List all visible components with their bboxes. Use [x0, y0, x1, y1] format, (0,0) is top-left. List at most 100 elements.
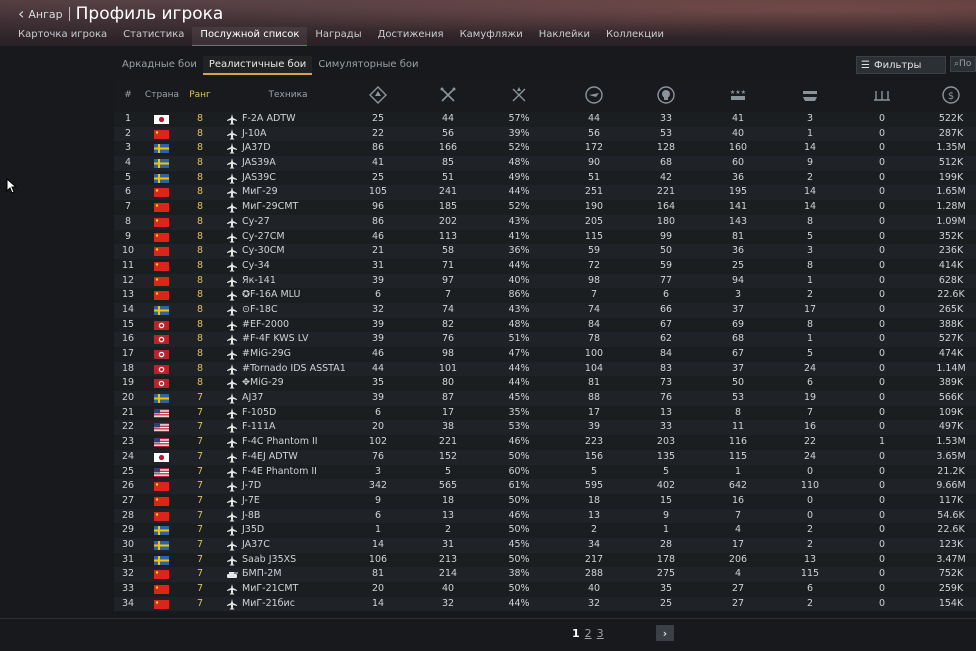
table-row[interactable]: 2 8 J-10A 22 56 39% 56 53 40 1 0 287K [114, 126, 976, 142]
table-row[interactable]: 14 8 ⊙F-18C 32 74 43% 74 66 37 17 0 265K [114, 302, 976, 318]
table-row[interactable]: 10 8 Су-30СМ 21 58 36% 59 50 36 3 0 236K [114, 244, 976, 259]
stat-k: 21.2K [937, 465, 965, 477]
table-row[interactable]: 4 8 JAS39A 41 85 48% 90 68 60 9 0 512K [114, 156, 976, 171]
naval-targets-icon[interactable] [778, 80, 842, 110]
table-row[interactable]: 26 7 J-7D 342 565 61% 595 402 642 110 0 9.66M [114, 479, 976, 494]
stat-p: 46% [508, 509, 530, 521]
table-row[interactable]: 8 8 Су-27 86 202 43% 205 180 143 8 0 1.09M [114, 214, 976, 230]
table-row[interactable]: 27 7 J-7E 9 18 50% 18 15 16 0 0 117K [114, 493, 976, 509]
table-row[interactable]: 3 8 JA37D 86 166 52% 172 128 160 14 0 1.35M [114, 141, 976, 157]
stat-a: 39 [371, 318, 385, 330]
deaths-icon[interactable] [634, 80, 698, 110]
air-targets-icon[interactable] [560, 80, 628, 110]
table-row[interactable]: 6 8 МиГ-29 105 241 44% 251 221 195 14 0 1.65M [114, 185, 976, 201]
tab-7[interactable]: Коллекции [606, 29, 664, 40]
tab-3[interactable]: Награды [315, 29, 362, 40]
stat-k: 1.14M [936, 362, 966, 374]
table-row[interactable]: 32 7 БМП-2М 81 214 38% 288 275 4 115 0 752K [114, 567, 976, 582]
table-row[interactable]: 34 7 МиГ-21бис 14 32 44% 32 25 27 2 0 154K [114, 596, 976, 612]
stat-e: 203 [656, 436, 676, 448]
tab-2[interactable]: Послужной список [192, 27, 308, 46]
stat-a: 76 [371, 450, 385, 462]
table-row[interactable]: 19 8 ✥MiG-29 35 80 44% 81 73 50 6 0 389K [114, 376, 976, 392]
table-row[interactable]: 31 7 Saab J35XS 106 213 50% 217 178 206 13 0 3.47M [114, 552, 976, 568]
stat-k: 1.28M [936, 201, 966, 213]
table-row[interactable]: 13 8 ✪F-16A MLU 6 7 86% 7 6 3 2 0 22.6K [114, 288, 976, 303]
stat-d: 56 [587, 127, 601, 139]
rank-value: 8 [196, 157, 204, 169]
page-link-2[interactable]: 2 [584, 627, 592, 640]
tab-0[interactable]: Карточка игрока [18, 29, 108, 40]
vehicle-name: Су-27 [242, 215, 270, 227]
rank-value: 8 [196, 362, 204, 374]
stat-d: 72 [587, 259, 601, 271]
row-number: 33 [121, 583, 135, 594]
back-button[interactable]: ‹ Ангар [18, 6, 63, 22]
stat-f: 60 [731, 157, 745, 169]
filters-button[interactable]: ☰ Фильтры [856, 56, 946, 74]
mode-tab-2[interactable]: Симуляторные бои [318, 59, 419, 70]
table-row[interactable]: 25 7 F-4E Phantom II 3 5 60% 5 5 1 0 0 21.2K [114, 464, 976, 480]
respawns-icon[interactable] [422, 80, 474, 110]
table-row[interactable]: 33 7 МиГ-21СМТ 20 40 50% 40 35 27 6 0 259K [114, 582, 976, 597]
stat-k: 22.6K [937, 524, 965, 536]
assists-icon[interactable] [852, 80, 912, 110]
row-number: 12 [121, 274, 135, 286]
next-page-button[interactable]: › [656, 625, 674, 641]
stat-b: 38 [441, 421, 455, 433]
battles-icon[interactable] [358, 80, 398, 110]
stat-h: 0 [878, 450, 886, 462]
col-header-country[interactable]: Страна [144, 90, 180, 100]
row-number: 4 [124, 157, 132, 169]
stat-b: 56 [441, 127, 455, 139]
stat-a: 44 [371, 362, 385, 374]
mode-tab-1[interactable]: Реалистичные бои [202, 56, 313, 75]
stat-g: 110 [800, 480, 820, 492]
stat-f: 69 [731, 318, 745, 330]
table-row[interactable]: 24 7 F-4EJ ADTW 76 152 50% 156 135 115 24 0 3.65M [114, 449, 976, 465]
tab-1[interactable]: Статистика [123, 29, 185, 40]
table-row[interactable]: 12 8 Як-141 39 97 40% 98 77 94 1 0 628K [114, 273, 976, 289]
tab-5[interactable]: Камуфляжи [459, 29, 523, 40]
stat-p: 45% [508, 538, 530, 550]
col-header-vehicle[interactable]: Техника [268, 90, 308, 100]
table-row[interactable]: 1 8 F-2A ADTW 25 44 57% 44 33 41 3 0 522K [114, 112, 976, 127]
stat-k: 9.66M [936, 480, 966, 492]
table-row[interactable]: 21 7 F-105D 6 17 35% 17 13 8 7 0 109K [114, 405, 976, 421]
table-row[interactable]: 28 7 J-8B 6 13 46% 13 9 7 0 0 54.6K [114, 508, 976, 524]
table-row[interactable]: 22 7 F-111A 20 38 53% 39 33 11 16 0 497K [114, 420, 976, 436]
search-input[interactable]: ⌕ По [950, 56, 976, 72]
stat-g: 2 [806, 171, 814, 183]
table-row[interactable]: 5 8 JAS39C 25 51 49% 51 42 36 2 0 199K [114, 170, 976, 186]
tab-6[interactable]: Наклейки [538, 29, 590, 40]
mode-tab-0[interactable]: Аркадные бои [122, 59, 197, 70]
table-row[interactable]: 11 8 Су-34 31 71 44% 72 59 25 8 0 414K [114, 258, 976, 274]
col-header-rank[interactable]: Ранг [189, 90, 211, 100]
table-row[interactable]: 17 8 #MiG-29G 46 98 47% 100 84 67 5 0 474K [114, 347, 976, 362]
stat-k: 22.6K [937, 289, 965, 301]
stat-e: 178 [656, 553, 676, 565]
row-number: 14 [121, 303, 135, 315]
table-row[interactable]: 16 8 #F-4F KWS LV 39 76 51% 78 62 68 1 0 527K [114, 332, 976, 347]
victories-icon[interactable] [488, 80, 550, 110]
vehicle-name: Saab J35XS [242, 553, 297, 565]
stat-g: 5 [806, 348, 814, 359]
col-header-num[interactable]: # [124, 90, 132, 100]
stat-k: 1.35M [936, 142, 966, 154]
page-link-3[interactable]: 3 [596, 627, 604, 640]
search-placeholder: По [959, 59, 972, 69]
table-row[interactable]: 7 8 МиГ-29СМТ 96 185 52% 190 164 141 14 0 1.28M [114, 200, 976, 215]
table-row[interactable]: 20 7 AJ37 39 87 45% 88 76 53 19 0 566K [114, 391, 976, 406]
ground-targets-icon[interactable]: ★★★ [704, 80, 772, 110]
table-row[interactable]: 23 7 F-4C Phantom II 102 221 46% 223 203 116 22 1 1… [114, 435, 976, 450]
stat-d: 40 [587, 583, 601, 594]
tab-4[interactable]: Достижения [377, 29, 444, 40]
table-row[interactable]: 29 7 J35D 1 2 50% 2 1 4 2 0 22.6K [114, 523, 976, 538]
table-row[interactable]: 9 8 Су-27СМ 46 113 41% 115 99 81 5 0 352K [114, 229, 976, 245]
rank-value: 7 [196, 436, 204, 448]
research-icon[interactable]: $ [926, 80, 976, 110]
page-link-1[interactable]: 1 [572, 627, 580, 640]
table-row[interactable]: 15 8 #EF-2000 39 82 48% 84 67 69 8 0 388K [114, 317, 976, 333]
table-row[interactable]: 30 7 JA37C 14 31 45% 34 28 17 2 0 123K [114, 537, 976, 553]
table-row[interactable]: 18 8 #Tornado IDS ASSTA1 44 101 44% 104 83 37 24 0… [114, 361, 976, 377]
